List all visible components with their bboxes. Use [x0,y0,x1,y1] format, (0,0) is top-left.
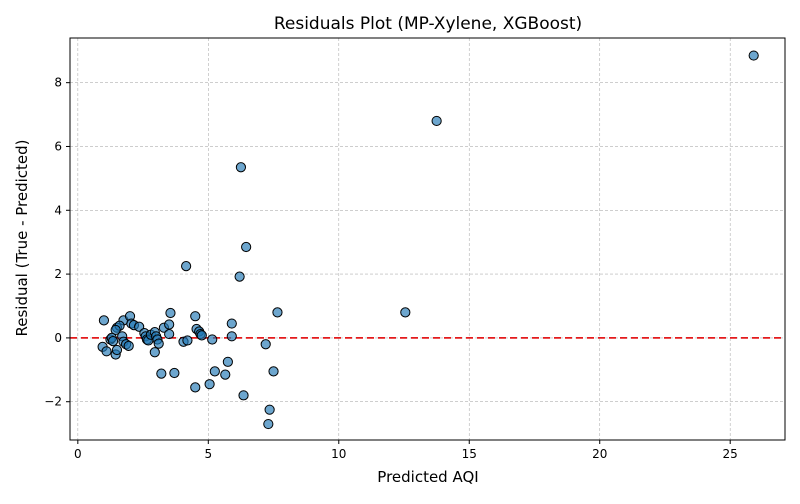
scatter-point [107,335,119,347]
x-axis-label: Predicted AQI [377,468,478,486]
y-tick-label: 2 [54,267,62,281]
plot-frame [69,37,786,441]
scatter-point [222,356,233,367]
scatter-point [190,382,201,393]
y-axis-label: Residual (True - Predicted) [13,139,31,336]
scatter-point [164,319,175,330]
y-tick-label: 6 [54,139,62,153]
ticks-layer: 0 5 10 15 20 25 −2 0 2 4 6 8 [44,76,738,461]
scatter-point [234,271,245,282]
y-tick-label: 4 [54,203,62,217]
scatter-point [268,366,279,377]
scatter-point [181,261,192,272]
scatter-point [123,340,134,351]
x-tick-label: 0 [74,447,82,461]
scatter-point [209,366,220,377]
scatter-point [111,344,123,356]
grid-layer [70,38,785,440]
x-tick-label: 10 [331,447,346,461]
scatter-point [264,404,275,415]
scatter-point [226,318,237,329]
scatter-point [272,307,283,318]
scatter-point [165,307,176,319]
x-tick-label: 15 [462,447,477,461]
scatter-point [238,390,249,401]
scatter-point [220,369,231,380]
scatter-point [241,241,252,253]
x-tick-label: 5 [204,447,212,461]
scatter-point [263,418,274,430]
chart-title: Residuals Plot (MP-Xylene, XGBoost) [274,14,582,34]
scatter-point [196,330,207,341]
scatter-point [260,339,271,350]
scatter-point [149,347,160,358]
scatter-point [748,50,759,61]
scatter-point [207,334,218,345]
x-tick-label: 25 [723,447,738,461]
scatter-point [164,328,175,340]
scatter-point [169,367,180,379]
scatter-point [101,346,112,357]
scatter-point [153,338,164,349]
x-tick-label: 20 [592,447,607,461]
y-tick-label: 0 [54,331,62,345]
scatter-point [156,368,167,379]
scatter-point [110,324,121,336]
scatter-point [182,335,193,346]
scatter-point [190,311,201,322]
y-tick-label: −2 [44,395,62,409]
scatter-point [226,331,237,342]
points-layer [97,50,759,430]
scatter-point [98,315,110,326]
y-tick-label: 8 [54,76,62,90]
scatter-point [204,379,215,390]
scatter-point [235,162,247,173]
scatter-point [431,115,442,127]
scatter-point [400,307,411,318]
